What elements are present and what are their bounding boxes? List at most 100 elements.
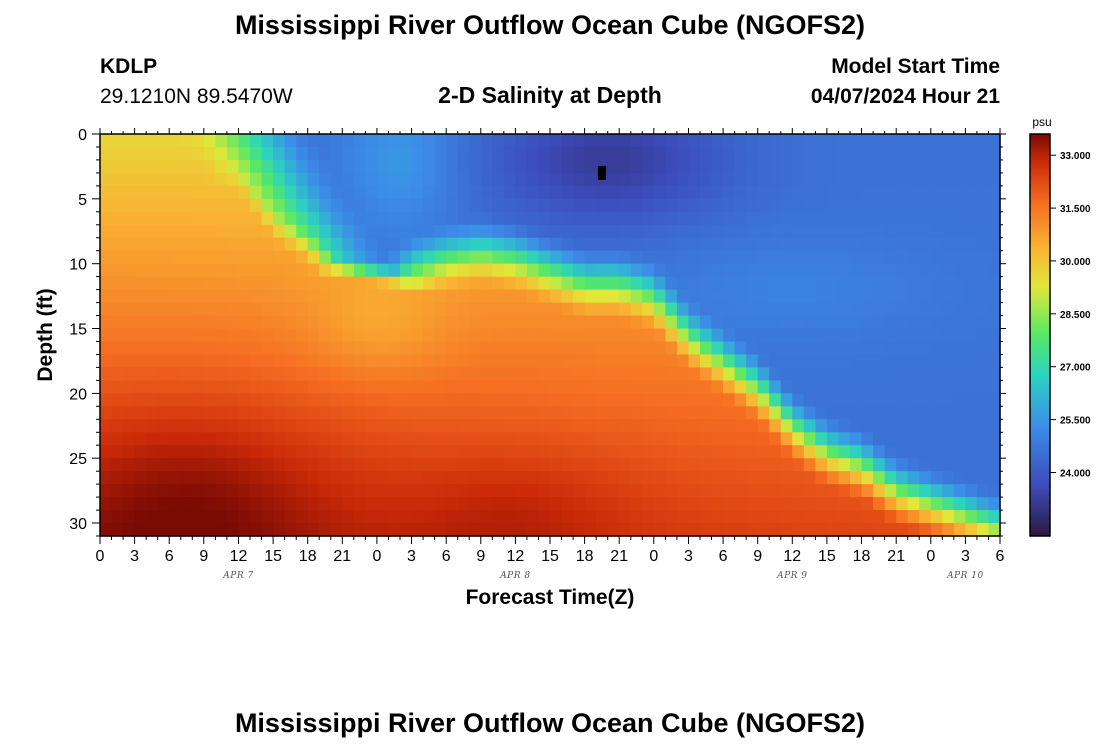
heatmap-cell xyxy=(826,393,840,407)
heatmap-cell xyxy=(746,315,759,330)
heatmap-cell xyxy=(826,289,840,304)
heatmap-cell xyxy=(734,276,747,291)
heatmap-cell xyxy=(838,445,851,459)
heatmap-cell xyxy=(584,484,597,498)
heatmap-cell xyxy=(261,380,274,394)
colorbar: psu 33.00031.50030.00028.50027.00025.500… xyxy=(1029,115,1091,537)
heatmap-cell xyxy=(492,185,505,200)
heatmap-cell xyxy=(676,445,690,459)
heatmap-cell xyxy=(584,458,597,472)
heatmap-cell xyxy=(250,523,263,537)
heatmap-cell xyxy=(769,419,782,433)
heatmap-cell xyxy=(700,419,713,433)
heatmap-cell xyxy=(988,134,1001,148)
heatmap-cell xyxy=(330,302,343,317)
heatmap-cell xyxy=(965,276,978,291)
heatmap-cell xyxy=(273,458,286,472)
heatmap-cell xyxy=(850,237,863,252)
heatmap-cell xyxy=(400,445,413,459)
heatmap-cell xyxy=(100,315,113,330)
heatmap-cell xyxy=(700,172,713,187)
heatmap-cell xyxy=(423,497,436,511)
heatmap-cell xyxy=(976,523,990,537)
heatmap-cell xyxy=(838,172,851,187)
heatmap-cell xyxy=(676,380,690,394)
heatmap-cell xyxy=(826,302,840,317)
heatmap-cell xyxy=(826,341,840,356)
heatmap-cell xyxy=(261,445,274,459)
heatmap-cell xyxy=(930,289,943,304)
heatmap-cell xyxy=(238,146,251,161)
heatmap-cell xyxy=(123,159,136,174)
footer-title: Mississippi River Outflow Ocean Cube (NG… xyxy=(234,708,866,738)
heatmap-cell xyxy=(550,237,563,252)
heatmap-cell xyxy=(123,172,136,187)
heatmap-cell xyxy=(769,432,782,446)
heatmap-cell xyxy=(584,172,597,187)
heatmap-cell xyxy=(942,198,955,213)
heatmap-cell xyxy=(850,484,863,498)
heatmap-cell xyxy=(446,497,459,511)
heatmap-cell xyxy=(919,172,932,187)
heatmap-cell xyxy=(457,302,470,317)
heatmap-cell xyxy=(388,367,401,381)
heatmap-cell xyxy=(284,484,297,498)
heatmap-cell xyxy=(250,289,263,304)
heatmap-cell xyxy=(584,419,597,433)
heatmap-cell xyxy=(123,380,136,394)
heatmap-cell xyxy=(446,146,459,161)
heatmap-cell xyxy=(803,134,816,148)
heatmap-cell xyxy=(411,276,424,291)
heatmap-cell xyxy=(584,289,597,304)
heatmap-cell xyxy=(780,393,793,407)
heatmap-cell xyxy=(653,510,666,524)
heatmap-cell xyxy=(503,419,516,433)
heatmap-cell xyxy=(734,380,747,394)
heatmap-cell xyxy=(550,523,563,537)
heatmap-cell xyxy=(907,432,920,446)
heatmap-cell xyxy=(319,211,332,226)
heatmap-cell xyxy=(538,224,551,239)
heatmap-cell xyxy=(838,211,851,226)
heatmap-cell xyxy=(400,146,413,161)
heatmap-cell xyxy=(965,328,978,343)
heatmap-cell xyxy=(538,523,551,537)
heatmap-cell xyxy=(653,198,666,213)
heatmap-cell xyxy=(353,510,366,524)
heatmap-cell xyxy=(919,134,932,148)
heatmap-cell xyxy=(826,263,840,278)
heatmap-cell xyxy=(261,134,274,148)
heatmap-cell xyxy=(376,510,390,524)
heatmap-cell xyxy=(157,237,170,252)
heatmap-cell xyxy=(642,432,655,446)
heatmap-cell xyxy=(319,367,332,381)
heatmap-cell xyxy=(723,497,736,511)
heatmap-cell xyxy=(180,172,193,187)
heatmap-cell xyxy=(446,263,459,278)
heatmap-cell xyxy=(423,276,436,291)
heatmap-cell xyxy=(815,198,828,213)
heatmap-cell xyxy=(226,302,240,317)
heatmap-cell xyxy=(711,302,724,317)
heatmap-cell xyxy=(215,237,228,252)
heatmap-cell xyxy=(746,159,759,174)
x-tick-label: 0 xyxy=(372,548,381,565)
heatmap-cell xyxy=(550,185,563,200)
heatmap-cell xyxy=(480,523,493,537)
heatmap-cell xyxy=(711,458,724,472)
heatmap-cell xyxy=(215,172,228,187)
heatmap-cell xyxy=(642,134,655,148)
heatmap-cell xyxy=(342,276,355,291)
heatmap-cell xyxy=(780,367,793,381)
heatmap-cell xyxy=(238,198,251,213)
heatmap-cell xyxy=(180,328,193,343)
heatmap-cell xyxy=(965,289,978,304)
heatmap-cell xyxy=(203,237,216,252)
heatmap-cell xyxy=(169,198,182,213)
heatmap-cell xyxy=(976,302,990,317)
heatmap-cell xyxy=(423,341,436,356)
heatmap-cell xyxy=(226,393,240,407)
heatmap-cell xyxy=(457,432,470,446)
heatmap-cell xyxy=(273,510,286,524)
heatmap-cell xyxy=(411,510,424,524)
